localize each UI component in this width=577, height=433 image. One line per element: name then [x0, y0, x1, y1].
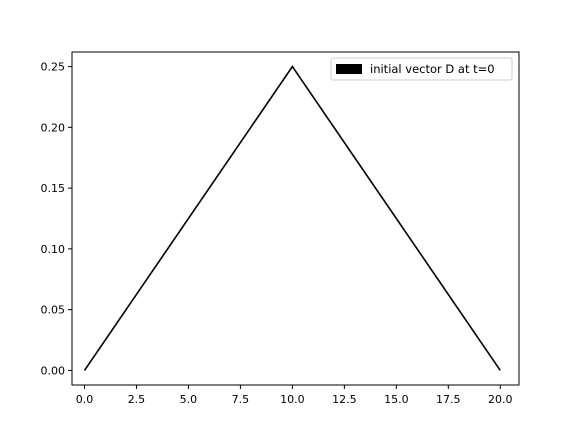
plot-lines [83, 65, 501, 371]
legend-box [330, 57, 513, 81]
x-tick-label: 2.5 [128, 393, 146, 406]
axis-ticks: 0.0 2.5 5.0 7.5 10.0 12.5 15.0 17.5 20.0 0.00 0.05… [41, 61, 513, 406]
series-line [83, 65, 501, 371]
x-tick-label: 10.0 [280, 393, 305, 406]
x-tick-label: 17.5 [436, 393, 461, 406]
x-tick-label: 7.5 [232, 393, 250, 406]
plot-frame [71, 51, 520, 386]
y-tick-label: 0.25 [41, 61, 66, 74]
legend-label: initial vector D at t=0 [370, 62, 495, 76]
legend: initial vector D at t=0 [330, 57, 513, 81]
x-tick-label: 0.0 [76, 393, 94, 406]
x-tick-label: 12.5 [332, 393, 357, 406]
y-tick-label: 0.05 [41, 304, 66, 317]
y-tick-label: 0.10 [41, 243, 66, 256]
y-tick-label: 0.15 [41, 182, 66, 195]
x-tick-label: 5.0 [180, 393, 198, 406]
y-tick-label: 0.20 [41, 121, 66, 134]
x-tick-label: 15.0 [384, 393, 409, 406]
legend-swatch [336, 64, 362, 74]
x-tick-label: 20.0 [488, 393, 513, 406]
y-tick-label: 0.00 [41, 364, 66, 377]
